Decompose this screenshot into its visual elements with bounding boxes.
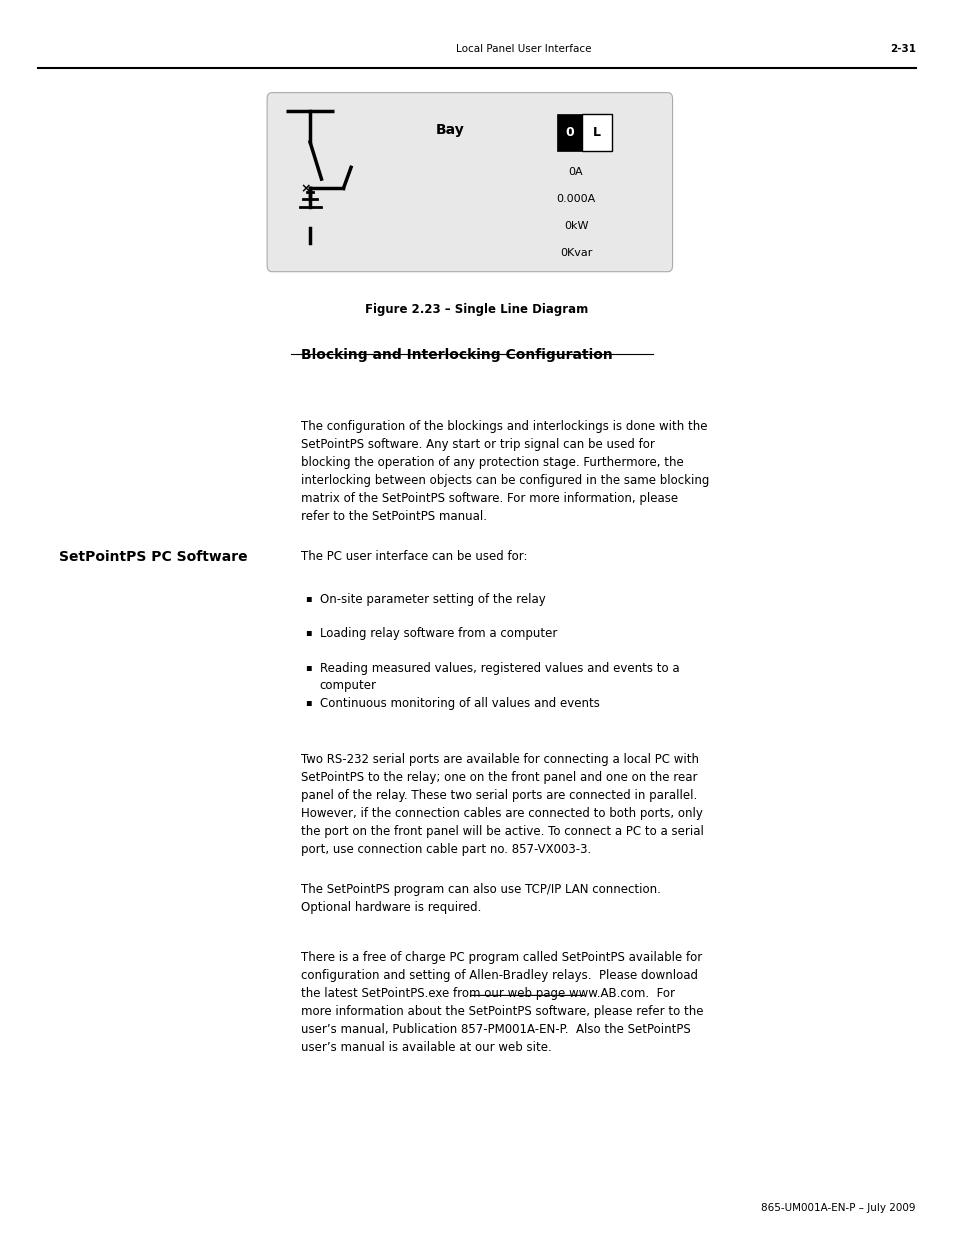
Text: 0.000A: 0.000A	[556, 194, 595, 204]
Text: The PC user interface can be used for:: The PC user interface can be used for:	[300, 550, 526, 563]
Text: Reading measured values, registered values and events to a
computer: Reading measured values, registered valu…	[319, 662, 679, 692]
Text: ▪: ▪	[305, 662, 312, 672]
Text: SetPointPS PC Software: SetPointPS PC Software	[59, 550, 248, 563]
Text: Figure 2.23 – Single Line Diagram: Figure 2.23 – Single Line Diagram	[365, 303, 588, 316]
Text: 865-UM001A-EN-P – July 2009: 865-UM001A-EN-P – July 2009	[760, 1203, 915, 1213]
Text: ▪: ▪	[305, 593, 312, 603]
FancyBboxPatch shape	[267, 93, 672, 272]
Text: ×: ×	[299, 183, 311, 195]
Text: ▪: ▪	[305, 627, 312, 637]
Text: The configuration of the blockings and interlockings is done with the
SetPointPS: The configuration of the blockings and i…	[300, 420, 708, 522]
Text: ▪: ▪	[305, 697, 312, 706]
Bar	[557, 114, 581, 151]
Text: Blocking and Interlocking Configuration: Blocking and Interlocking Configuration	[300, 348, 612, 362]
Text: L: L	[593, 126, 600, 138]
Text: 0Kvar: 0Kvar	[559, 248, 592, 258]
Text: On-site parameter setting of the relay: On-site parameter setting of the relay	[319, 593, 545, 606]
Text: 0kW: 0kW	[563, 221, 588, 231]
Bar	[581, 114, 612, 151]
Text: 0A: 0A	[568, 167, 582, 177]
Text: 2-31: 2-31	[889, 44, 915, 54]
Text: 0: 0	[564, 126, 573, 138]
Text: Bay: Bay	[436, 122, 464, 137]
Text: Two RS-232 serial ports are available for connecting a local PC with
SetPointPS : Two RS-232 serial ports are available fo…	[300, 753, 702, 856]
Text: The SetPointPS program can also use TCP/IP LAN connection.
Optional hardware is : The SetPointPS program can also use TCP/…	[300, 883, 659, 914]
Text: Loading relay software from a computer: Loading relay software from a computer	[319, 627, 557, 641]
Text: There is a free of charge PC program called SetPointPS available for
configurati: There is a free of charge PC program cal…	[300, 951, 702, 1053]
Text: Local Panel User Interface: Local Panel User Interface	[456, 44, 591, 54]
Text: Continuous monitoring of all values and events: Continuous monitoring of all values and …	[319, 697, 598, 710]
